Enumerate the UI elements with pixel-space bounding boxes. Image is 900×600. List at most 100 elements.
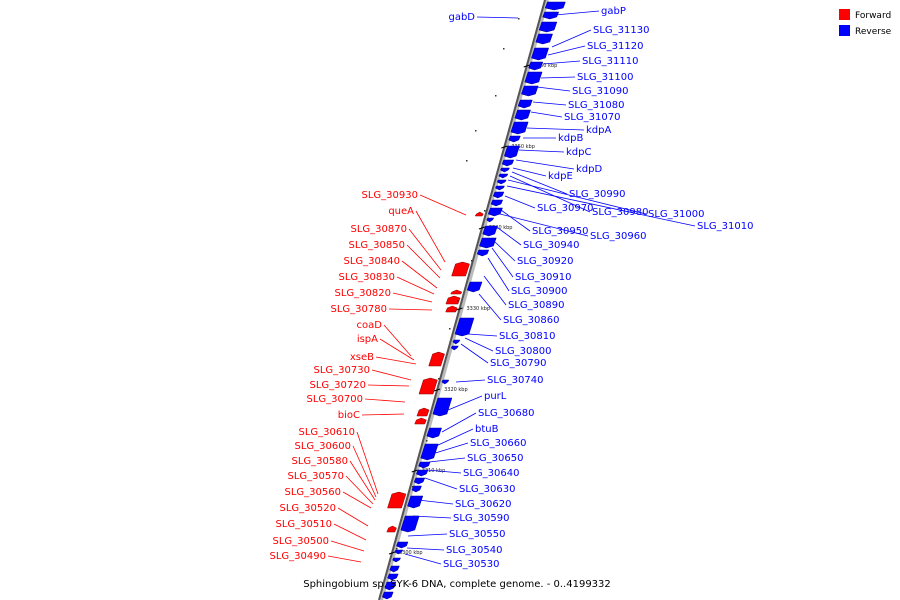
gene-label-slg-31090[interactable]: SLG_31090 xyxy=(572,86,628,97)
gene-label-slg-30560[interactable]: SLG_30560 xyxy=(285,487,341,498)
tick-label: 3330 kbp xyxy=(467,306,491,312)
gene-label-slg-30490[interactable]: SLG_30490 xyxy=(270,551,326,562)
gene-label-slg-30660[interactable]: SLG_30660 xyxy=(470,438,526,449)
gene-labels[interactable]: SLG_30930 queA SLG_30870 SLG_30850 SLG_30840… xyxy=(270,6,754,570)
leader-line xyxy=(460,343,489,364)
gene-label-coad[interactable]: coaD xyxy=(357,320,383,331)
reverse-gene xyxy=(411,485,422,493)
gene-label-slg-30930[interactable]: SLG_30930 xyxy=(362,190,418,201)
gene-label-slg-30740[interactable]: SLG_30740 xyxy=(487,375,543,386)
reverse-gene xyxy=(466,281,483,293)
reverse-gene xyxy=(544,1,566,11)
gene-label-slg-30990[interactable]: SLG_30990 xyxy=(569,189,625,200)
gene-label-ispa[interactable]: ispA xyxy=(357,334,378,345)
gene-label-slg-31000[interactable]: SLG_31000 xyxy=(648,209,704,220)
gene-label-slg-30970[interactable]: SLG_30970 xyxy=(537,203,593,214)
gene-label-slg-31110[interactable]: SLG_31110 xyxy=(582,56,638,67)
gene-label-slg-31010[interactable]: SLG_31010 xyxy=(697,221,753,232)
leader-line xyxy=(417,499,454,505)
gene-label-gabd[interactable]: gabD xyxy=(448,12,475,23)
gene-label-slg-30680[interactable]: SLG_30680 xyxy=(478,408,534,419)
leader-line xyxy=(540,76,576,79)
gene-label-slg-30610[interactable]: SLG_30610 xyxy=(299,427,355,438)
reverse-gene xyxy=(503,145,520,159)
gene-label-xseb[interactable]: xseB xyxy=(350,352,374,363)
gene-label-slg-30840[interactable]: SLG_30840 xyxy=(344,256,400,267)
gene-label-slg-30800[interactable]: SLG_30800 xyxy=(495,346,551,357)
gene-label-slg-30940[interactable]: SLG_30940 xyxy=(523,240,579,251)
leader-line xyxy=(447,395,483,411)
gene-label-kdpa[interactable]: kdpA xyxy=(586,125,611,136)
gene-label-slg-30500[interactable]: SLG_30500 xyxy=(273,536,329,547)
gene-label-kdpb[interactable]: kdpB xyxy=(558,133,583,144)
backbone-shadow xyxy=(379,0,549,600)
forward-gene xyxy=(451,261,470,277)
gene-label-slg-30730[interactable]: SLG_30730 xyxy=(314,365,370,376)
gene-label-slg-30580[interactable]: SLG_30580 xyxy=(292,456,348,467)
gene-label-slg-30720[interactable]: SLG_30720 xyxy=(310,380,366,391)
gene-label-slg-30790[interactable]: SLG_30790 xyxy=(490,358,546,369)
leader-line xyxy=(526,127,585,131)
leader-line xyxy=(406,244,441,279)
gene-label-slg-30950[interactable]: SLG_30950 xyxy=(532,226,588,237)
gene-label-slg-30850[interactable]: SLG_30850 xyxy=(349,240,405,251)
gene-label-slg-30640[interactable]: SLG_30640 xyxy=(463,468,519,479)
gene-label-slg-30910[interactable]: SLG_30910 xyxy=(515,272,571,283)
gene-label-slg-30860[interactable]: SLG_30860 xyxy=(503,315,559,326)
reverse-gene xyxy=(381,591,394,600)
gene-label-slg-30630[interactable]: SLG_30630 xyxy=(459,484,515,495)
gene-label-slg-30810[interactable]: SLG_30810 xyxy=(499,331,555,342)
gene-label-btub[interactable]: btuB xyxy=(475,424,499,435)
gene-label-slg-30510[interactable]: SLG_30510 xyxy=(276,519,332,530)
gene-label-kdpd[interactable]: kdpD xyxy=(576,164,602,175)
gene-label-slg-30890[interactable]: SLG_30890 xyxy=(508,300,564,311)
reverse-gene xyxy=(501,159,515,167)
gene-label-quea[interactable]: queA xyxy=(388,206,414,217)
leader-line xyxy=(330,540,365,552)
gene-label-slg-31070[interactable]: SLG_31070 xyxy=(564,112,620,123)
gene-label-slg-30820[interactable]: SLG_30820 xyxy=(335,288,391,299)
reverse-gene xyxy=(392,557,402,563)
gene-label-slg-30540[interactable]: SLG_30540 xyxy=(446,545,502,556)
gene-label-slg-30530[interactable]: SLG_30530 xyxy=(443,559,499,570)
leader-line xyxy=(478,293,502,321)
gene-label-slg-30550[interactable]: SLG_30550 xyxy=(449,529,505,540)
gene-label-slg-30780[interactable]: SLG_30780 xyxy=(331,304,387,315)
gene-label-purl[interactable]: purL xyxy=(484,391,507,402)
gene-label-slg-30900[interactable]: SLG_30900 xyxy=(511,286,567,297)
gene-label-slg-31130[interactable]: SLG_31130 xyxy=(593,25,649,36)
leader-line xyxy=(512,167,547,177)
gene-label-slg-31080[interactable]: SLG_31080 xyxy=(568,100,624,111)
forward-gene xyxy=(428,351,445,367)
gene-label-slg-30650[interactable]: SLG_30650 xyxy=(467,453,523,464)
leader-line xyxy=(536,86,571,92)
reverse-gene xyxy=(394,549,404,555)
leader-line xyxy=(361,413,405,416)
gene-label-slg-31120[interactable]: SLG_31120 xyxy=(587,41,643,52)
gene-label-slg-30620[interactable]: SLG_30620 xyxy=(455,499,511,510)
gene-features xyxy=(381,1,566,600)
gene-label-slg-30870[interactable]: SLG_30870 xyxy=(351,224,407,235)
gene-label-slg-30830[interactable]: SLG_30830 xyxy=(339,272,395,283)
small-feature xyxy=(518,18,520,20)
gene-label-gabp[interactable]: gabP xyxy=(601,6,626,17)
gene-label-kdpc[interactable]: kdpC xyxy=(566,147,591,158)
leader-line xyxy=(464,337,494,352)
reverse-gene xyxy=(514,109,531,121)
gene-label-slg-30700[interactable]: SLG_30700 xyxy=(307,394,363,405)
gene-label-slg-30960[interactable]: SLG_30960 xyxy=(590,231,646,242)
leader-line xyxy=(345,475,374,505)
gene-label-slg-31100[interactable]: SLG_31100 xyxy=(577,72,633,83)
gene-label-slg-30590[interactable]: SLG_30590 xyxy=(453,513,509,524)
gene-label-slg-30600[interactable]: SLG_30600 xyxy=(295,441,351,452)
leader-line xyxy=(383,324,412,357)
gene-label-kdpe[interactable]: kdpE xyxy=(548,171,573,182)
leader-line xyxy=(407,533,448,537)
gene-label-slg-30980[interactable]: SLG_30980 xyxy=(592,207,648,218)
reverse-gene xyxy=(510,121,529,135)
gene-label-slg-30570[interactable]: SLG_30570 xyxy=(288,471,344,482)
gene-label-bioc[interactable]: bioC xyxy=(338,410,360,421)
gene-label-slg-30920[interactable]: SLG_30920 xyxy=(517,256,573,267)
gene-label-slg-30520[interactable]: SLG_30520 xyxy=(280,503,336,514)
legend: Forward Reverse xyxy=(839,9,892,37)
